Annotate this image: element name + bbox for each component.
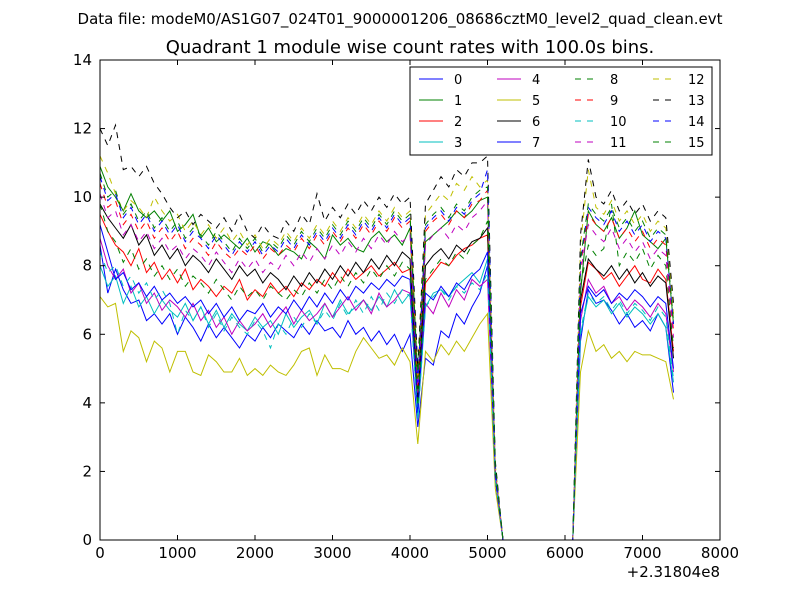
legend-label-1: 1 <box>454 94 462 109</box>
figure-suptitle: Data file: modeM0/AS1G07_024T01_90000012… <box>78 10 723 29</box>
x-tick-label: 1000 <box>158 544 196 562</box>
chart-title: Quadrant 1 module wise count rates with … <box>166 37 655 58</box>
legend-label-3: 3 <box>454 136 462 151</box>
legend-label-2: 2 <box>454 115 462 130</box>
y-tick-label: 2 <box>82 462 92 480</box>
legend-frame <box>409 66 713 156</box>
axis-ticks: 0 1000 2000 3000 4000 5000 6000 7000 80000246810… <box>73 51 739 562</box>
y-tick-label: 0 <box>82 531 92 549</box>
legend-label-14: 14 <box>688 115 705 130</box>
legend-label-9: 9 <box>610 94 618 109</box>
legend-label-12: 12 <box>688 73 705 88</box>
series-line-14 <box>99 169 674 541</box>
legend-label-6: 6 <box>532 115 540 130</box>
y-tick-label: 12 <box>73 120 92 138</box>
legend-label-10: 10 <box>610 115 627 130</box>
series-line-9 <box>99 183 674 541</box>
y-tick-label: 10 <box>73 188 92 206</box>
legend-label-7: 7 <box>532 136 540 151</box>
series-line-10 <box>99 251 674 541</box>
series-line-12 <box>99 155 674 541</box>
legend-label-5: 5 <box>532 94 540 109</box>
x-tick-label: 7000 <box>623 544 661 562</box>
legend-label-8: 8 <box>610 73 618 88</box>
series-line-5 <box>99 296 674 541</box>
x-tick-label: 4000 <box>391 544 429 562</box>
x-tick-label: 0 <box>95 544 105 562</box>
x-tick-label: 2000 <box>236 544 274 562</box>
x-axis-offset-label: +2.31804e8 <box>627 563 720 581</box>
legend-label-4: 4 <box>532 73 540 88</box>
y-tick-label: 8 <box>82 257 92 275</box>
legend-label-15: 15 <box>688 136 705 151</box>
y-tick-label: 6 <box>82 325 92 343</box>
legend-label-11: 11 <box>610 136 627 151</box>
x-tick-label: 8000 <box>701 544 739 562</box>
x-tick-label: 3000 <box>313 544 351 562</box>
x-tick-label: 6000 <box>546 544 584 562</box>
legend-label-13: 13 <box>688 94 705 109</box>
y-tick-label: 4 <box>82 394 92 412</box>
x-tick-label: 5000 <box>468 544 506 562</box>
series-line-11 <box>99 193 674 541</box>
series-line-15 <box>99 172 674 541</box>
y-tick-label: 14 <box>73 51 92 69</box>
legend-label-0: 0 <box>454 73 462 88</box>
series-layer <box>99 123 674 541</box>
series-line-8 <box>99 203 674 541</box>
